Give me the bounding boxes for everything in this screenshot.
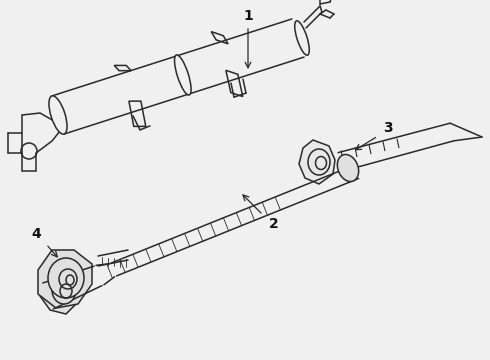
Ellipse shape (49, 96, 67, 134)
Text: 3: 3 (383, 121, 393, 135)
Ellipse shape (294, 21, 309, 55)
Ellipse shape (337, 154, 359, 181)
Text: 1: 1 (243, 9, 253, 23)
Ellipse shape (174, 55, 191, 95)
Ellipse shape (48, 258, 84, 298)
Ellipse shape (52, 276, 76, 304)
Text: 4: 4 (31, 227, 41, 241)
Polygon shape (40, 264, 82, 314)
Polygon shape (299, 140, 335, 184)
Text: 2: 2 (269, 217, 279, 231)
Polygon shape (38, 250, 92, 308)
Ellipse shape (308, 149, 330, 175)
